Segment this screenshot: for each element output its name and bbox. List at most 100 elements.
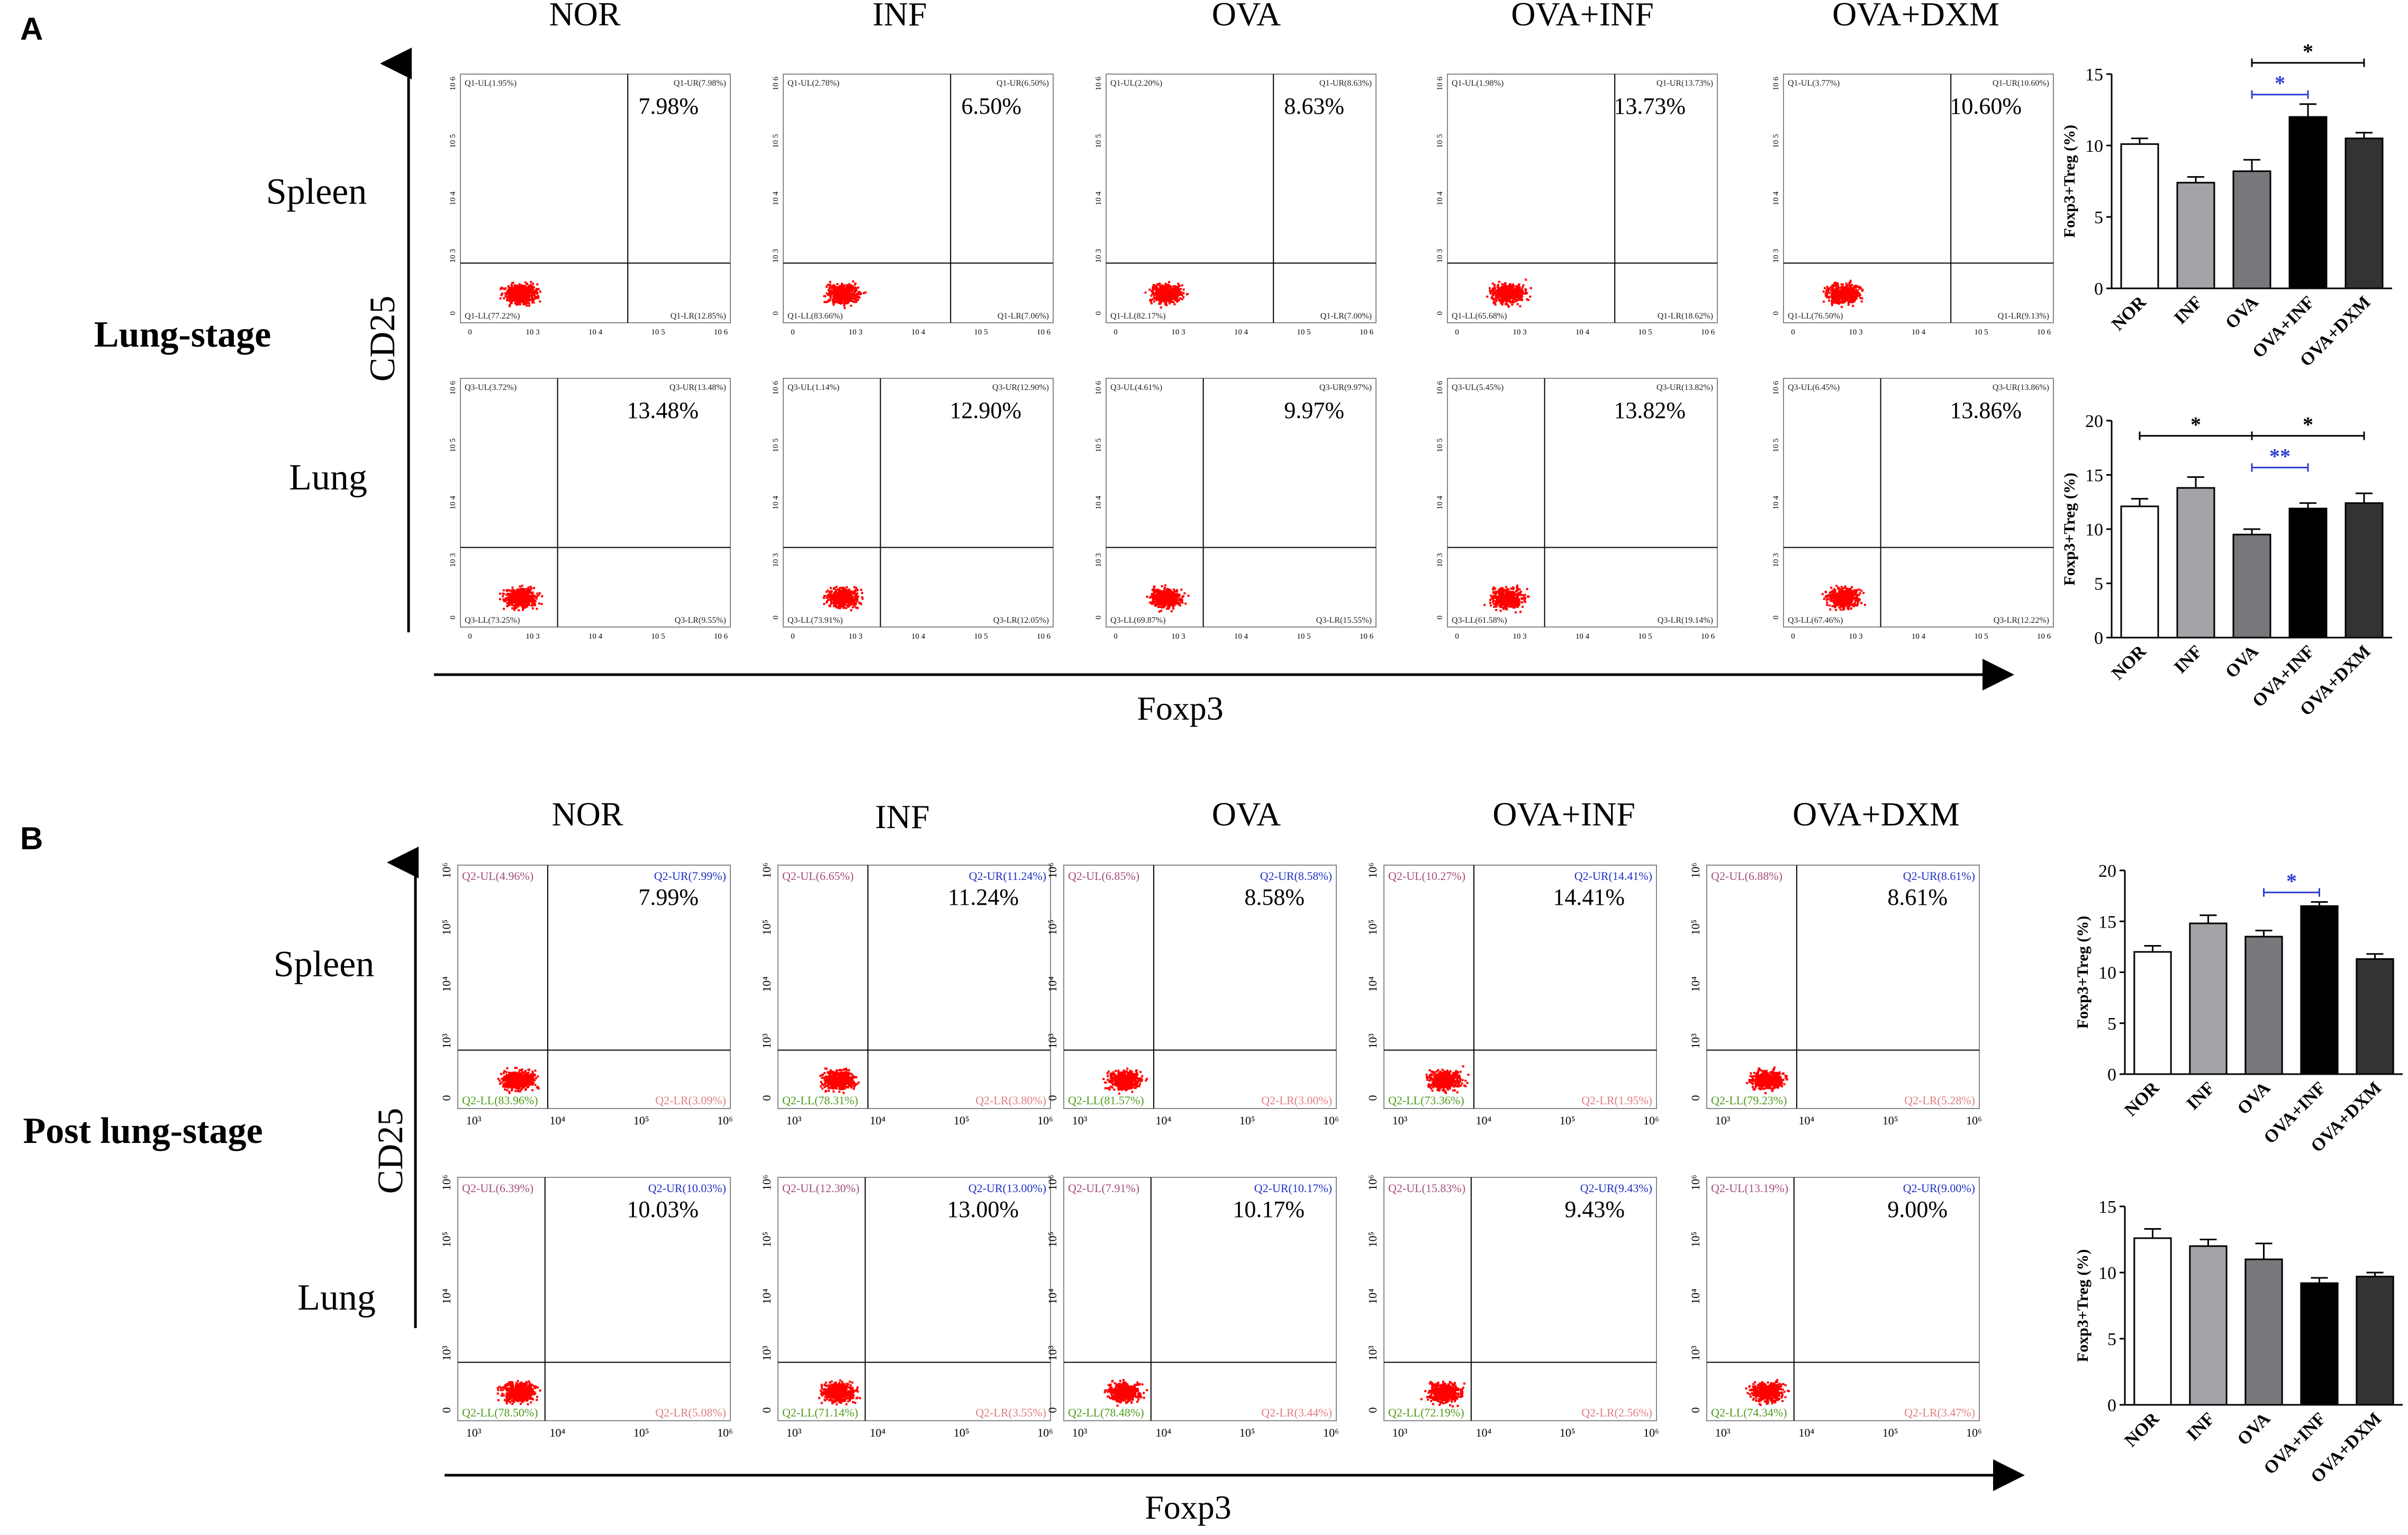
quadrant-lr-label: Q1-LR(7.06%): [998, 312, 1049, 321]
flow-plot-frame: [460, 74, 731, 323]
y-tick-label: 10⁴: [760, 976, 773, 992]
quadrant-ur-label: Q2-UR(9.43%): [1580, 1182, 1652, 1195]
flow-plot-b-spleen-1: Q2-UL(6.65%) Q2-UR(11.24%) Q2-LL(78.31%) Q2…: [760, 862, 1053, 1127]
flow-dot-cloud: [496, 1380, 541, 1405]
treg-percentage-value: 13.73%: [1614, 93, 1686, 119]
bar-nor: [2120, 505, 2159, 639]
y-tick-label: 0: [449, 311, 457, 315]
y-tick-label: 10⁶: [1689, 1175, 1702, 1191]
flow-dot-cloud: [497, 1067, 540, 1094]
y-tick-label: 10 5: [1772, 438, 1780, 452]
quadrant-ul-label: Q2-UL(13.19%): [1711, 1182, 1788, 1195]
y-tick-label: 10 4: [1436, 495, 1444, 510]
quadrant-ur-label: Q1-UR(8.63%): [1319, 79, 1372, 88]
y-tick-label: 10 6: [1772, 380, 1780, 395]
quadrant-ul-label: Q1-UL(2.20%): [1110, 79, 1162, 88]
flow-dots: [1144, 281, 1189, 309]
quadrant-ll-label: Q2-LL(78.31%): [782, 1094, 858, 1107]
flow-dots: [1486, 278, 1532, 308]
y-tick-label: 0: [1689, 1095, 1702, 1101]
quadrant-ll-label: Q1-LL(82.17%): [1110, 312, 1165, 321]
bar-y-tick-label: 10: [2098, 1264, 2116, 1283]
flow-plot-b-lung-2: Q2-UL(7.91%) Q2-UR(10.17%) Q2-LL(78.48%) Q2…: [1046, 1175, 1339, 1439]
quadrant-ur-label: Q2-UR(8.58%): [1260, 869, 1332, 883]
bar-inf: [2176, 487, 2215, 639]
quadrant-ul-label: Q3-UL(1.14%): [787, 383, 839, 392]
bar-y-tick-label: 0: [2094, 629, 2103, 648]
flow-dot-cloud: [822, 586, 864, 612]
y-tick-label: 10⁵: [1366, 1232, 1379, 1248]
x-tick-label: 10 3: [1513, 632, 1526, 641]
x-tick-label: 10 3: [1171, 632, 1185, 641]
bar-y-tick-label: 15: [2085, 65, 2103, 85]
panel-b-stage-label: Post lung-stage: [23, 1111, 262, 1151]
significance-star: *: [2275, 71, 2285, 95]
x-tick-label: 10⁵: [1239, 1114, 1255, 1127]
quadrant-ul-label: Q1-UL(2.78%): [787, 79, 839, 88]
flow-plot-frame: [1383, 865, 1657, 1109]
treg-percentage-value: 14.41%: [1553, 884, 1625, 910]
y-tick-label: 10 3: [1436, 553, 1444, 567]
y-tick-label: 10 4: [449, 191, 457, 205]
y-tick-label: 10 4: [449, 495, 457, 510]
x-tick-label: 10 5: [974, 632, 988, 641]
y-tick-label: 10 3: [449, 553, 457, 567]
quadrant-lr-label: Q3-LR(19.14%): [1658, 616, 1713, 625]
x-tick-label: 10 3: [1171, 328, 1185, 337]
treg-percentage-value: 13.86%: [1950, 397, 2022, 423]
y-tick-label: 0: [1772, 615, 1780, 620]
y-tick-label: 10 5: [772, 438, 780, 452]
y-tick-label: 10³: [1046, 1346, 1059, 1361]
flow-dot-cloud: [1103, 1379, 1148, 1407]
y-tick-label: 10⁵: [440, 1232, 453, 1248]
quadrant-ul-label: Q2-UL(10.27%): [1388, 869, 1465, 883]
x-tick-label: 10 4: [1234, 328, 1248, 337]
quadrant-lr-label: Q3-LR(9.55%): [675, 616, 726, 625]
x-tick-label: 10 5: [1297, 632, 1310, 641]
quadrant-ul-label: Q2-UL(12.30%): [782, 1182, 859, 1195]
quadrant-ul-label: Q2-UL(6.65%): [782, 869, 854, 883]
quadrant-ll-label: Q2-LL(74.34%): [1711, 1406, 1787, 1419]
x-tick-label: 10 3: [848, 328, 862, 337]
quadrant-ur-label: Q2-UR(11.24%): [969, 869, 1046, 883]
quadrant-lr-label: Q1-LR(9.13%): [1998, 312, 2049, 321]
x-tick-label: 10⁵: [1239, 1426, 1255, 1439]
bar-y-tick-label: 5: [2094, 208, 2103, 228]
x-tick-label: 10 6: [2037, 632, 2051, 641]
y-tick-label: 10 5: [772, 134, 780, 148]
x-tick-label: 10 3: [1849, 328, 1862, 337]
bar-y-tick-label: 15: [2098, 912, 2116, 932]
flow-dot-cloud: [818, 1379, 862, 1406]
x-tick-label: 10⁴: [549, 1426, 565, 1439]
x-tick-label: 10⁴: [1798, 1114, 1814, 1127]
panel-a-group-headers: NOR INF OVA OVA+INF OVA+DXM: [549, 0, 1999, 33]
x-tick-label: 10³: [1392, 1114, 1408, 1127]
x-tick-label: 10⁴: [1798, 1426, 1814, 1439]
panel-a-stage-label: Lung-stage: [94, 314, 271, 355]
panel-a-row-spleen-label: Spleen: [266, 171, 367, 212]
x-tick-label: 10 4: [911, 632, 926, 641]
flow-plot-b-spleen-3: Q2-UL(10.27%) Q2-UR(14.41%) Q2-LL(73.36%) Q…: [1366, 862, 1659, 1127]
flow-cytometry-plots: Q1-UL(1.95%) Q1-UR(7.98%) Q1-LL(77.22%) Q1-…: [440, 74, 2054, 1439]
x-tick-label: 10 5: [1974, 632, 1988, 641]
panel-a-header-ova: OVA: [1212, 0, 1281, 33]
y-tick-label: 10³: [440, 1346, 453, 1361]
significance-star: *: [2303, 413, 2313, 437]
flow-dots: [1821, 585, 1866, 611]
x-tick-label: 10 5: [1638, 328, 1652, 337]
bar-category-label: NOR: [2121, 1409, 2163, 1451]
y-tick-label: 0: [1046, 1407, 1059, 1413]
x-tick-label: 10 5: [974, 328, 988, 337]
y-tick-label: 0: [1689, 1407, 1702, 1413]
x-tick-label: 10⁴: [549, 1114, 565, 1127]
x-tick-label: 10 5: [1297, 328, 1310, 337]
bar-ova: [2244, 935, 2283, 1075]
bar-ova-dxm: [2344, 138, 2384, 289]
bar-y-tick-label: 0: [2094, 279, 2103, 299]
flow-plot-frame: [1383, 1177, 1657, 1421]
panel-b-x-axis-label: Foxp3: [1145, 1488, 1232, 1526]
x-tick-label: 0: [468, 632, 472, 641]
flow-plot-a-spleen-1: Q1-UL(2.78%) Q1-UR(6.50%) Q1-LL(83.66%) Q1-…: [772, 74, 1054, 337]
quadrant-lr-label: Q3-LR(15.55%): [1316, 616, 1372, 625]
